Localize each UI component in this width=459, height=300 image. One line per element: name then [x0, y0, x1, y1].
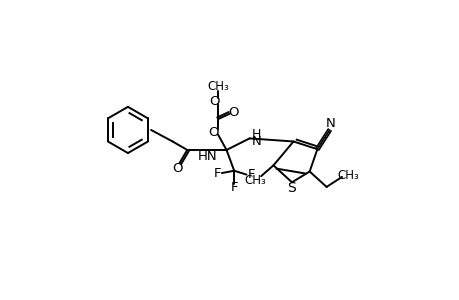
Text: O: O: [208, 95, 219, 108]
Text: F: F: [213, 167, 220, 180]
Text: HN: HN: [197, 150, 217, 163]
Text: O: O: [228, 106, 238, 119]
Text: F: F: [230, 181, 237, 194]
Text: CH₃: CH₃: [244, 174, 265, 187]
Text: O: O: [208, 126, 218, 139]
Text: N: N: [252, 135, 261, 148]
Text: CH₃: CH₃: [336, 169, 358, 182]
Text: O: O: [173, 162, 183, 175]
Text: H: H: [252, 128, 261, 141]
Text: S: S: [286, 181, 295, 195]
Text: N: N: [325, 117, 335, 130]
Text: F: F: [247, 168, 254, 181]
Text: CH₃: CH₃: [207, 80, 229, 92]
